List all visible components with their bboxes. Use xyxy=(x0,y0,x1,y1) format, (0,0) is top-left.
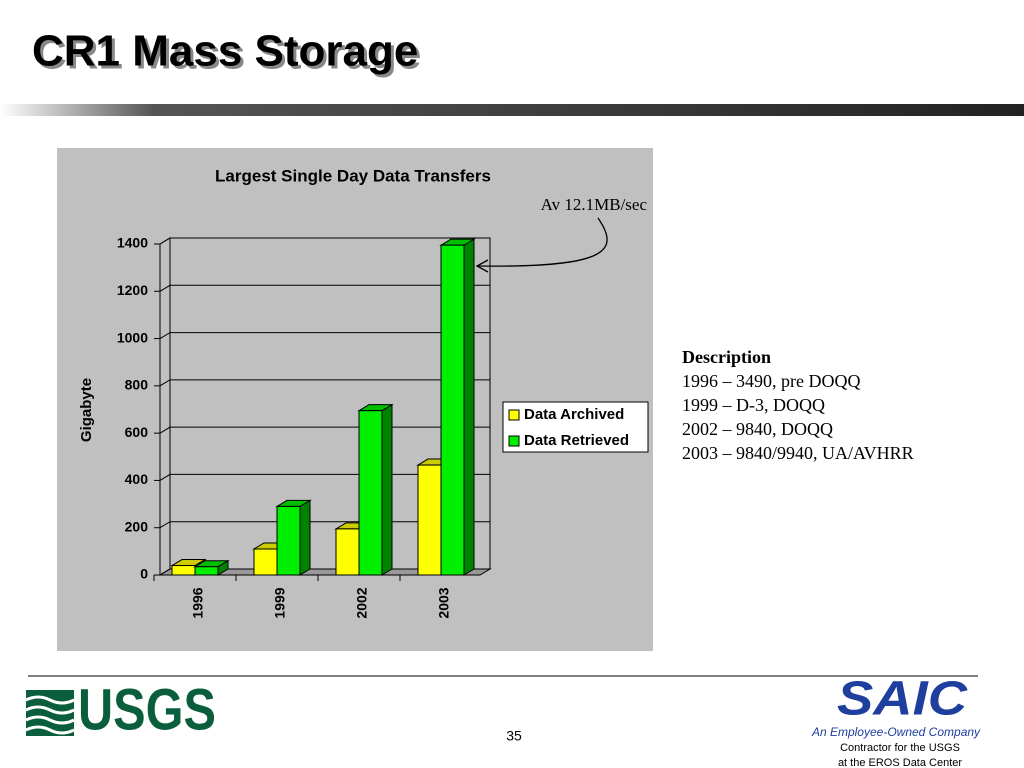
legend-swatch xyxy=(508,409,520,421)
grid-line xyxy=(159,237,490,245)
bar-side xyxy=(299,499,311,576)
header-bar xyxy=(0,104,1024,116)
y-tick-label: 200 xyxy=(125,518,149,534)
bar xyxy=(253,548,278,576)
y-tick-label: 0 xyxy=(140,566,148,582)
description-line: 2002 – 9840, DOQQ xyxy=(682,419,833,439)
saic-tagline: An Employee-Owned Company xyxy=(811,725,981,739)
description-line: 1999 – D-3, DOQQ xyxy=(682,395,825,415)
contractor-line: Contractor for the USGS xyxy=(840,742,960,754)
annotation-arrow xyxy=(477,217,608,267)
bar-side xyxy=(463,238,475,576)
y-tick-label: 1000 xyxy=(117,329,148,345)
y-tick-label: 1200 xyxy=(117,282,148,298)
saic-text: SAIC xyxy=(837,673,969,726)
x-tick-label: 1999 xyxy=(272,587,288,618)
slide-title: CR1 Mass Storage xyxy=(32,27,418,76)
legend-label: Data Retrieved xyxy=(524,432,629,449)
saic-logo: SAIC An Employee-Owned Company Contracto… xyxy=(811,673,981,768)
bar xyxy=(440,244,465,576)
description-line: 2003 – 9840/9940, UA/AVHRR xyxy=(682,443,914,463)
y-axis-label: Gigabyte xyxy=(78,378,95,442)
bar xyxy=(358,410,383,576)
title-shadow: CR1 Mass Storage xyxy=(35,30,421,79)
legend xyxy=(502,401,649,453)
usgs-logo: USGS xyxy=(25,677,216,742)
bar xyxy=(417,464,442,576)
grid-line xyxy=(159,379,490,387)
description-line: 1996 – 3490, pre DOQQ xyxy=(682,371,860,391)
page-number: 35 xyxy=(506,728,522,744)
y-tick-label: 600 xyxy=(125,424,149,440)
y-tick-label: 800 xyxy=(125,377,149,393)
grid-line xyxy=(159,284,490,292)
legend-swatch xyxy=(508,435,520,447)
x-tick-label: 2003 xyxy=(436,587,452,618)
legend-label: Data Archived xyxy=(524,406,624,423)
bar xyxy=(276,505,301,576)
usgs-text: USGS xyxy=(78,677,216,742)
description-heading: Description xyxy=(682,347,771,367)
bar xyxy=(194,566,219,576)
contractor-line: at the EROS Data Center xyxy=(838,757,962,768)
bar xyxy=(335,528,360,576)
chart-title: Largest Single Day Data Transfers xyxy=(215,166,491,185)
bar xyxy=(171,565,196,576)
grid-line xyxy=(159,332,490,340)
bar-side xyxy=(381,403,393,576)
y-tick-label: 400 xyxy=(125,471,149,487)
x-tick-label: 1996 xyxy=(190,587,206,618)
arrow-head xyxy=(475,259,489,273)
chart: Largest Single Day Data Transfers Gigabyt… xyxy=(78,166,649,619)
description: 1996 – 3490, pre DOQQ 1999 – D-3, DOQQ 200… xyxy=(682,371,914,463)
annotation: Av 12.1MB/sec xyxy=(541,195,648,214)
y-tick-label: 1400 xyxy=(117,235,148,251)
x-tick-label: 2002 xyxy=(354,587,370,618)
